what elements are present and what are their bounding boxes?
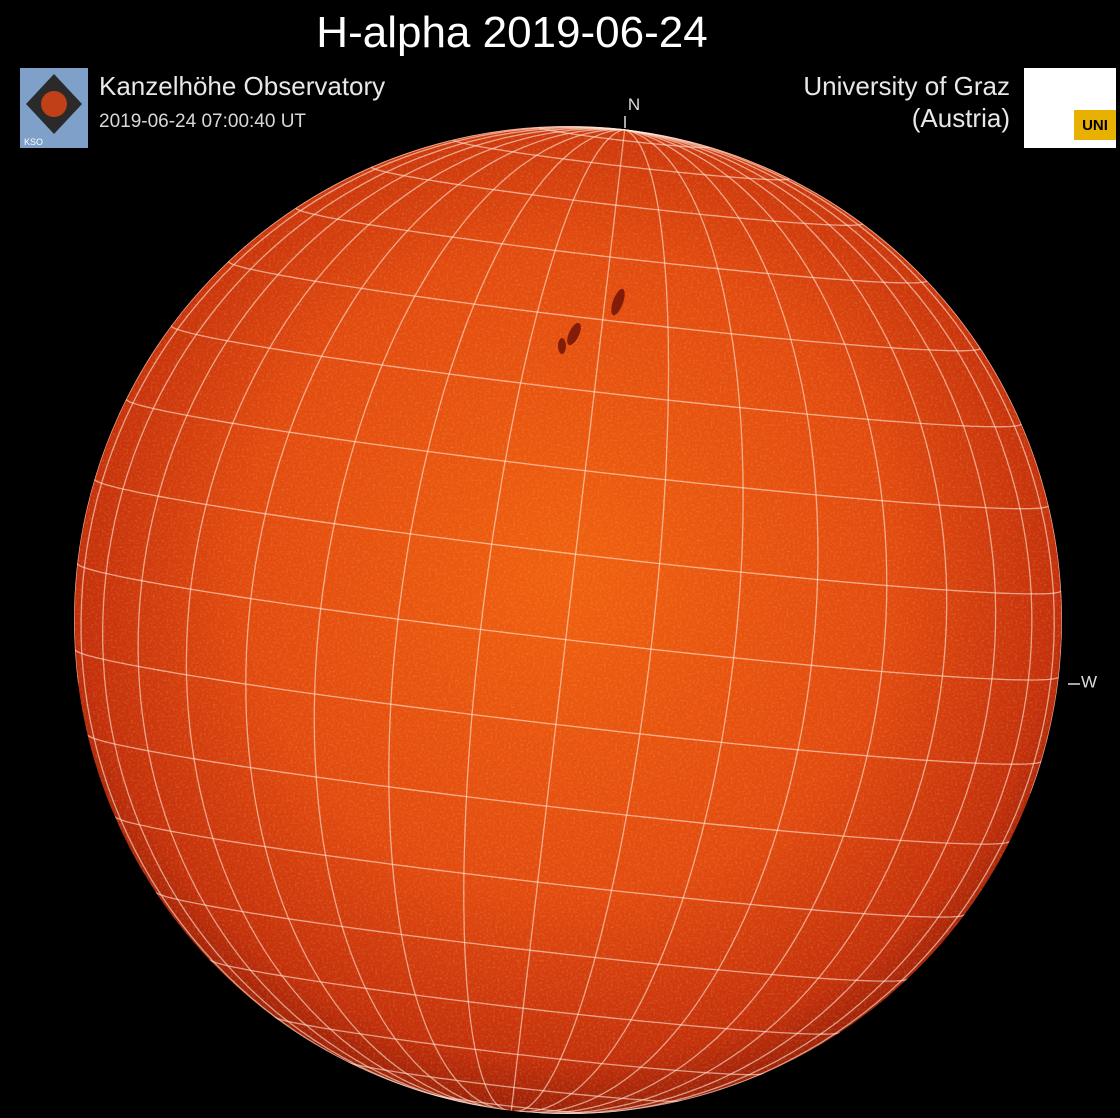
- grid-line: [137, 127, 625, 1108]
- filament: [558, 338, 566, 354]
- grid-line: [388, 129, 625, 1111]
- grid-line: [533, 129, 888, 1114]
- uni-logo: UNI: [1024, 68, 1116, 148]
- logo-sun: [41, 91, 67, 117]
- grid-line: [313, 128, 625, 1111]
- logo-text: KSO: [24, 137, 43, 147]
- grid-line: [463, 129, 625, 1112]
- filament: [567, 322, 581, 346]
- grid-line: [245, 128, 625, 1109]
- grid-line: [102, 126, 625, 1104]
- north-label: N: [628, 95, 640, 114]
- grid-line: [624, 129, 1062, 794]
- grid-line: [510, 129, 626, 1111]
- grid-line: [517, 129, 744, 1113]
- filaments: [558, 288, 625, 354]
- grid-line: [559, 129, 1033, 1114]
- west-label: W: [1081, 672, 1097, 691]
- university-country: (Austria): [912, 103, 1010, 133]
- grid-line: [74, 126, 625, 684]
- title: H-alpha 2019-06-24: [316, 8, 707, 57]
- grid-line: [185, 128, 625, 1108]
- grid-line: [541, 129, 997, 1114]
- logo-block: [1074, 110, 1116, 140]
- kso-logo: KSO: [20, 68, 88, 148]
- university-name: University of Graz: [803, 71, 1010, 101]
- observatory-name: Kanzelhöhe Observatory: [99, 71, 385, 101]
- coordinate-grid: [74, 126, 1062, 1114]
- filament: [611, 288, 625, 316]
- timestamp: 2019-06-24 07:00:40 UT: [99, 111, 306, 132]
- grid-line: [596, 129, 1055, 1114]
- grid-line: [514, 129, 670, 1112]
- granulation: [74, 126, 1062, 1114]
- logo-text: UNI: [1082, 117, 1108, 134]
- grid-line: [537, 129, 948, 1114]
- grid-line: [519, 129, 819, 1114]
- grid-line: [80, 126, 625, 1095]
